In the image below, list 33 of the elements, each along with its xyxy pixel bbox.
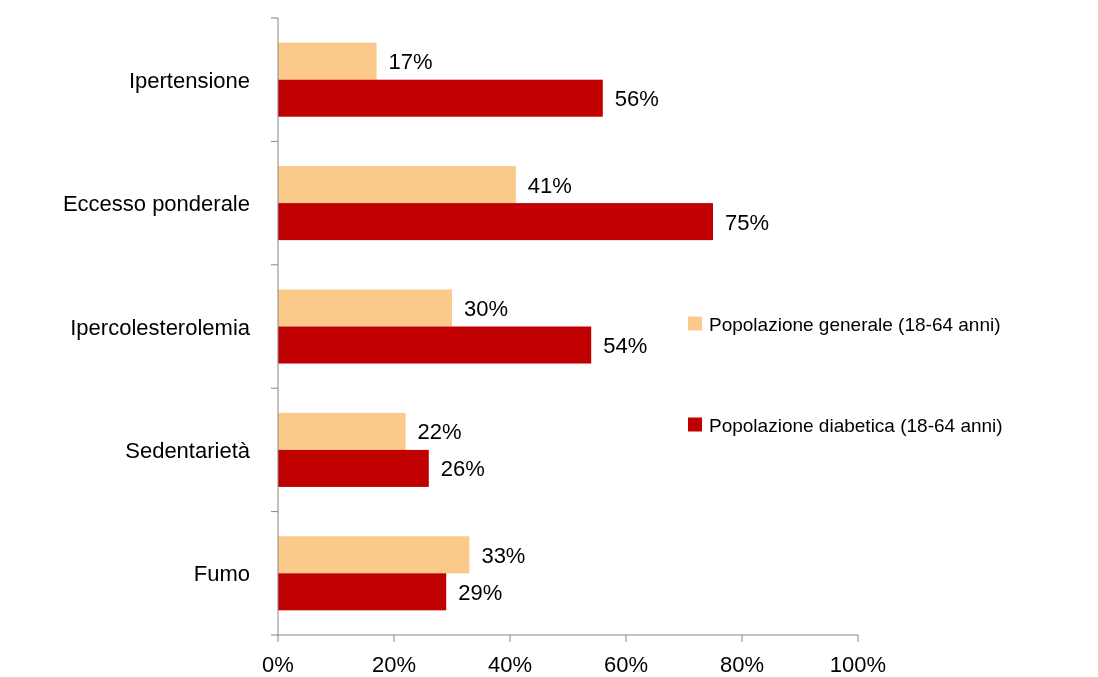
data-label: 22% [417,419,462,445]
bar [278,166,516,204]
x-tick-label: 40% [487,652,533,677]
y-tick-label: Sedentarietà [125,437,251,463]
bar [278,79,603,117]
y-tick-label: Fumo [193,561,250,587]
data-label: 41% [527,172,572,198]
x-tick-label: 0% [262,652,294,677]
bar [278,326,592,364]
legend-label: Popolazione generale (18-64 anni) [709,313,1001,335]
x-tick-label: 20% [371,652,417,677]
bar [278,203,713,241]
bar [278,42,377,80]
y-tick-label: Ipertensione [128,67,250,93]
bar [278,289,452,327]
x-tick-label: 60% [603,652,649,677]
y-tick-label: Ipercolesterolemia [70,314,251,340]
data-label: 17% [388,49,433,75]
data-label: 75% [725,209,770,235]
legend-label: Popolazione diabetica (18-64 anni) [709,414,1003,436]
bar [278,573,447,611]
data-label: 33% [481,542,526,568]
bar [278,536,470,574]
data-label: 29% [458,579,503,605]
y-tick-label: Eccesso ponderale [62,191,250,217]
bar [278,412,406,450]
data-label: 54% [603,333,648,359]
data-label: 30% [464,295,509,321]
x-tick-label: 100% [829,652,887,677]
data-label: 26% [440,456,485,482]
data-label: 56% [614,86,659,112]
bar [278,449,429,487]
x-tick-label: 80% [719,652,765,677]
